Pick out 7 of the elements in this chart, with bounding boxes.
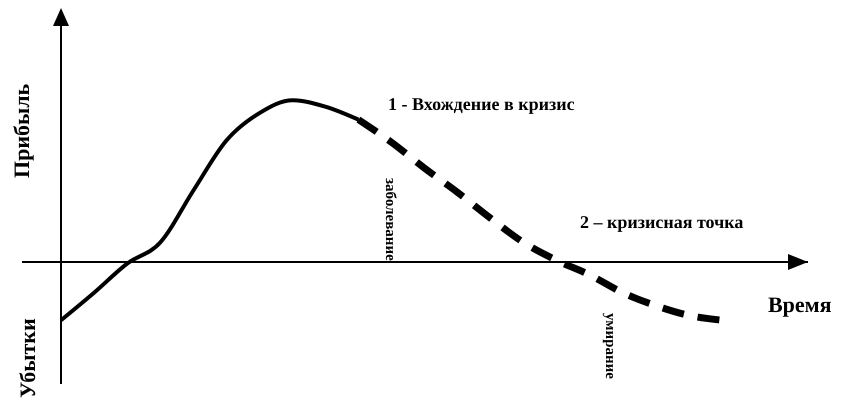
y-axis-title: Прибыль [8,84,35,178]
annotation: 1 - Вхождение в кризис [388,94,575,115]
text: Убытки [14,318,41,398]
annotation: умирание [600,313,619,379]
annotation: 2 – кризисная точка [580,212,744,233]
x-axis-title: Время [768,292,832,318]
annotation: заболевание [380,178,399,261]
